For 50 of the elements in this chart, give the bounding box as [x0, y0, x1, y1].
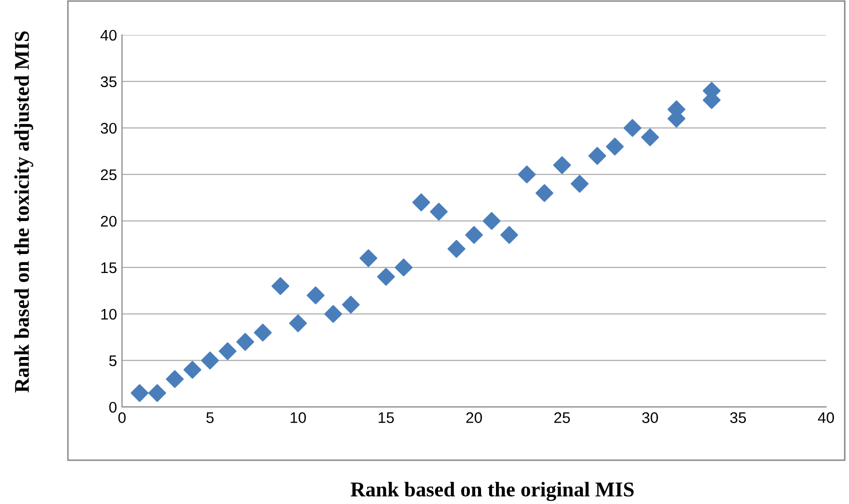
point: [201, 352, 219, 370]
y-tick-label: 35: [100, 76, 116, 88]
point: [553, 156, 571, 174]
point: [465, 226, 483, 244]
point: [306, 286, 325, 304]
point: [218, 342, 237, 360]
point: [430, 202, 448, 221]
x-tick-label: 30: [642, 412, 658, 424]
point: [360, 249, 378, 268]
x-tick-label: 35: [730, 412, 746, 424]
point: [254, 324, 272, 342]
point: [641, 128, 659, 146]
y-tick-label: 0: [109, 402, 117, 413]
point: [412, 193, 430, 212]
point: [482, 212, 501, 230]
point: [394, 258, 413, 276]
y-tick-label: 40: [100, 30, 117, 41]
y-tick-label: 20: [100, 216, 117, 227]
x-tick-label: 15: [378, 412, 394, 424]
x-axis-title: Rank based on the original MIS: [350, 482, 634, 501]
y-tick-label: 5: [109, 356, 116, 366]
point: [236, 332, 254, 351]
point: [148, 384, 166, 402]
point: [500, 226, 518, 244]
point: [289, 314, 307, 332]
point: [166, 370, 184, 388]
x-tick-label: 40: [818, 412, 834, 424]
x-tick-label: 10: [290, 412, 306, 424]
point: [518, 166, 536, 184]
x-tick-label: 0: [118, 412, 126, 424]
point: [588, 146, 606, 165]
point: [183, 360, 202, 379]
point: [606, 138, 624, 156]
point: [130, 384, 149, 402]
y-tick-label: 10: [101, 308, 117, 320]
x-tick-label: 20: [466, 412, 482, 424]
y-tick-label: 25: [100, 169, 116, 180]
point: [448, 240, 466, 258]
point: [624, 119, 642, 137]
y-tick-label: 15: [101, 262, 116, 274]
y-tick-label: 30: [100, 122, 117, 134]
y-axis-title: Rank based on the toxicity adjusted MIS: [14, 31, 34, 392]
point: [536, 184, 554, 202]
x-tick-label: 25: [554, 412, 570, 424]
x-tick-label: 5: [206, 412, 214, 424]
point: [272, 277, 290, 295]
point: [570, 174, 589, 193]
point: [324, 305, 342, 323]
point: [377, 268, 395, 286]
point: [342, 296, 360, 314]
